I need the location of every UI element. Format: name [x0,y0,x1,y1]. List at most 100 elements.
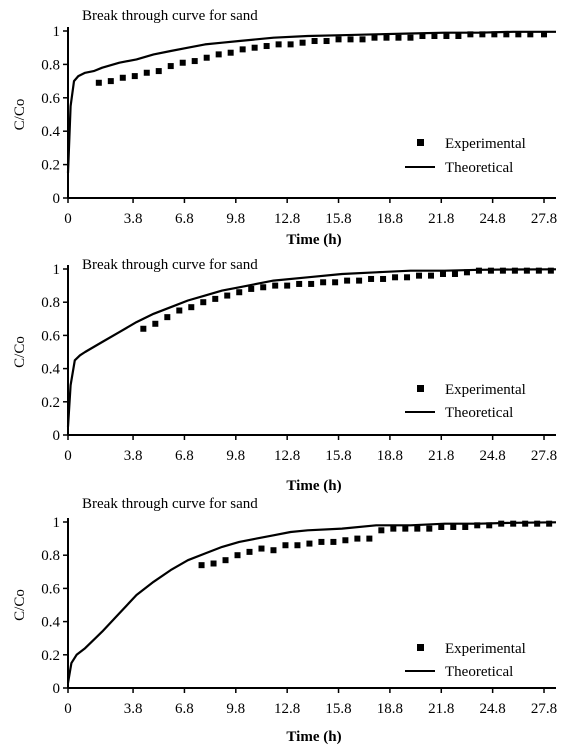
experimental-data-point [200,299,207,306]
y-axis-title: C/Co [12,589,28,621]
experimental-data-point [251,44,258,51]
experimental-data-point [167,63,174,70]
x-tick-label: 3.8 [124,448,143,464]
experimental-data-point [320,279,327,286]
experimental-data-point [222,557,229,564]
experimental-data-point [486,522,493,529]
experimental-data-point [318,538,325,545]
legend-label: Theoretical [445,160,513,176]
y-tick-label: 0.6 [41,91,60,107]
experimental-data-point [234,552,241,559]
experimental-data-point [438,523,445,530]
experimental-data-point [359,36,366,43]
experimental-data-point [176,307,183,314]
y-tick-label: 0.8 [41,57,60,73]
experimental-data-point [306,540,313,547]
experimental-data-point [450,523,457,530]
x-axis-title: Time (h) [286,232,341,248]
chart-panel-2: Break through curve for sand 0 0.2 0.4 0.6 0.… [12,257,557,494]
experimental-data-point [155,68,162,75]
experimental-data-point [467,31,474,38]
experimental-data-point [474,522,481,529]
experimental-data-point [131,73,138,80]
experimental-data-point [215,51,222,58]
legend-square-swatch [417,644,424,651]
x-tick-label: 21.8 [428,701,454,717]
x-tick-label: 15.8 [325,448,351,464]
x-tick-label: 24.8 [480,448,506,464]
x-tick-label: 27.8 [531,701,557,717]
experimental-data-point [419,33,426,40]
experimental-data-point [546,520,553,527]
experimental-data-point [270,547,277,554]
x-tick-label: 0 [64,448,72,464]
y-tick-label: 0.6 [41,581,60,597]
experimental-data-point [383,34,390,41]
experimental-data-point [311,38,318,45]
x-tick-label: 0 [64,211,72,227]
experimental-data-point [416,272,423,279]
legend-label: Theoretical [445,405,513,421]
experimental-data-point [535,267,542,274]
legend-label: Experimental [445,382,526,398]
x-tick-label: 3.8 [124,211,143,227]
experimental-data-point [479,31,486,38]
x-tick-label: 12.8 [274,701,300,717]
legend-square-swatch [417,385,424,392]
experimental-data-point [371,34,378,41]
experimental-data-point [463,269,470,276]
experimental-data-point [335,36,342,43]
experimental-data-point [462,523,469,530]
experimental-data-point [330,538,337,545]
experimental-data-point [392,274,399,281]
x-tick-label: 12.8 [274,211,300,227]
x-tick-label: 27.8 [531,211,557,227]
chart-title: Break through curve for sand [82,257,258,273]
legend-label: Experimental [445,641,526,657]
y-axis-title: C/Co [12,99,28,131]
experimental-data-point [491,31,498,38]
experimental-data-point [191,58,198,65]
experimental-data-point [443,33,450,40]
experimental-data-point [426,525,433,532]
y-tick-label: 0 [53,681,61,697]
x-axis-title: Time (h) [286,729,341,745]
y-tick-label: 0.6 [41,328,60,344]
experimental-data-point [354,535,361,542]
x-tick-label: 18.8 [377,211,403,227]
experimental-data-point [263,43,270,50]
y-axis-title: C/Co [12,336,28,368]
experimental-data-point [143,69,150,76]
experimental-data-point [527,31,534,38]
experimental-data-point [287,41,294,48]
experimental-data-point [428,272,435,279]
x-tick-label: 6.8 [175,701,194,717]
experimental-data-point [179,59,186,66]
y-tick-label: 0 [53,191,61,207]
y-tick-label: 0.4 [41,615,60,631]
experimental-data-point [523,267,530,274]
y-tick-label: 0.2 [41,395,60,411]
chart-title: Break through curve for sand [82,8,258,24]
x-tick-label: 18.8 [377,448,403,464]
x-tick-label: 21.8 [428,448,454,464]
x-tick-label: 18.8 [377,701,403,717]
legend-label: Theoretical [445,664,513,680]
experimental-data-point [347,36,354,43]
experimental-data-point [188,304,195,311]
experimental-data-point [390,525,397,532]
x-tick-label: 15.8 [325,211,351,227]
experimental-data-point [455,33,462,40]
experimental-data-point [203,54,210,61]
x-axis-title: Time (h) [286,478,341,494]
experimental-data-point [439,270,446,277]
experimental-data-point [140,325,147,332]
experimental-data-point [260,284,267,291]
experimental-data-point [515,31,522,38]
experimental-data-point [323,38,330,45]
theoretical-series-line [66,521,557,684]
experimental-data-point [407,34,414,41]
x-tick-label: 12.8 [274,448,300,464]
experimental-data-point [402,525,409,532]
